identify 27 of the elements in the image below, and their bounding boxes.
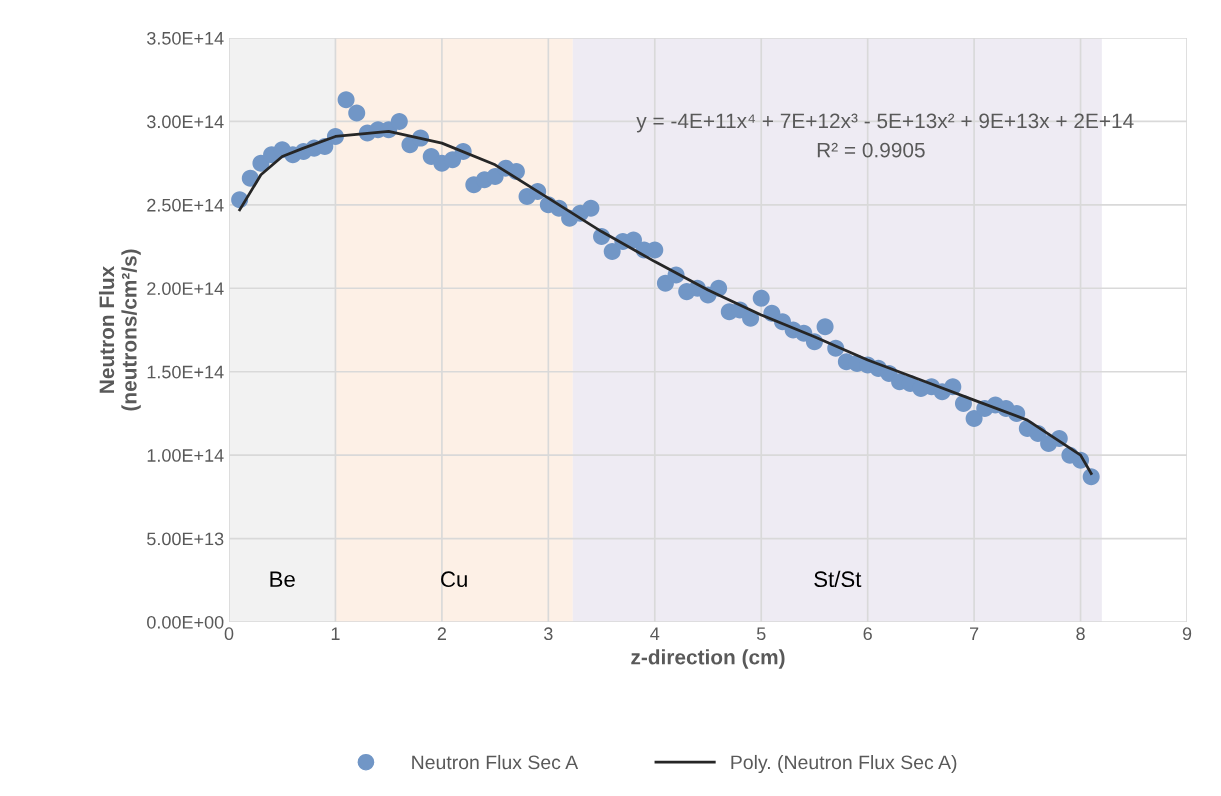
y-tick-label: 2.50E+14 — [147, 198, 224, 212]
x-tick-label: 9 — [1182, 627, 1192, 641]
legend-label: Poly. (Neutron Flux Sec A) — [731, 754, 957, 774]
x-tick-label: 7 — [970, 627, 979, 640]
x-tick-label: 4 — [650, 627, 660, 640]
y-tick-label: 1.50E+14 — [147, 365, 224, 379]
y-axis-title: Neutron Flux (neutrons/cm²/s) — [98, 249, 141, 411]
legend-label: Neutron Flux Sec A — [412, 754, 579, 770]
annotation: y = -4E+11x⁴ + 7E+12x³ - 5E+13x² + 9E+13x + 2E+14 — [636, 113, 1134, 133]
x-tick-label: 2 — [437, 627, 446, 640]
x-axis-title: z-direction (cm) — [631, 649, 785, 669]
band-label: Be — [270, 571, 295, 588]
y-tick-label: 1.00E+14 — [147, 449, 224, 462]
x-tick-label: 1 — [331, 627, 340, 640]
y-tick-label: 3.50E+14 — [147, 31, 224, 45]
y-tick-label: 2.00E+14 — [147, 282, 224, 296]
annotation: R² = 0.9905 — [817, 142, 925, 158]
band-label: Cu — [441, 571, 467, 588]
x-tick-label: 5 — [756, 627, 766, 641]
y-tick-label: 5.00E+13 — [147, 532, 224, 546]
band-label: St/St — [814, 570, 862, 588]
x-tick-label: 8 — [1076, 627, 1085, 641]
y-tick-label: 0.00E+00 — [147, 615, 224, 629]
x-tick-label: 6 — [863, 627, 872, 641]
x-tick-label: 0 — [224, 627, 234, 641]
y-tick-label: 3.00E+14 — [147, 115, 224, 129]
x-tick-label: 3 — [544, 627, 553, 641]
